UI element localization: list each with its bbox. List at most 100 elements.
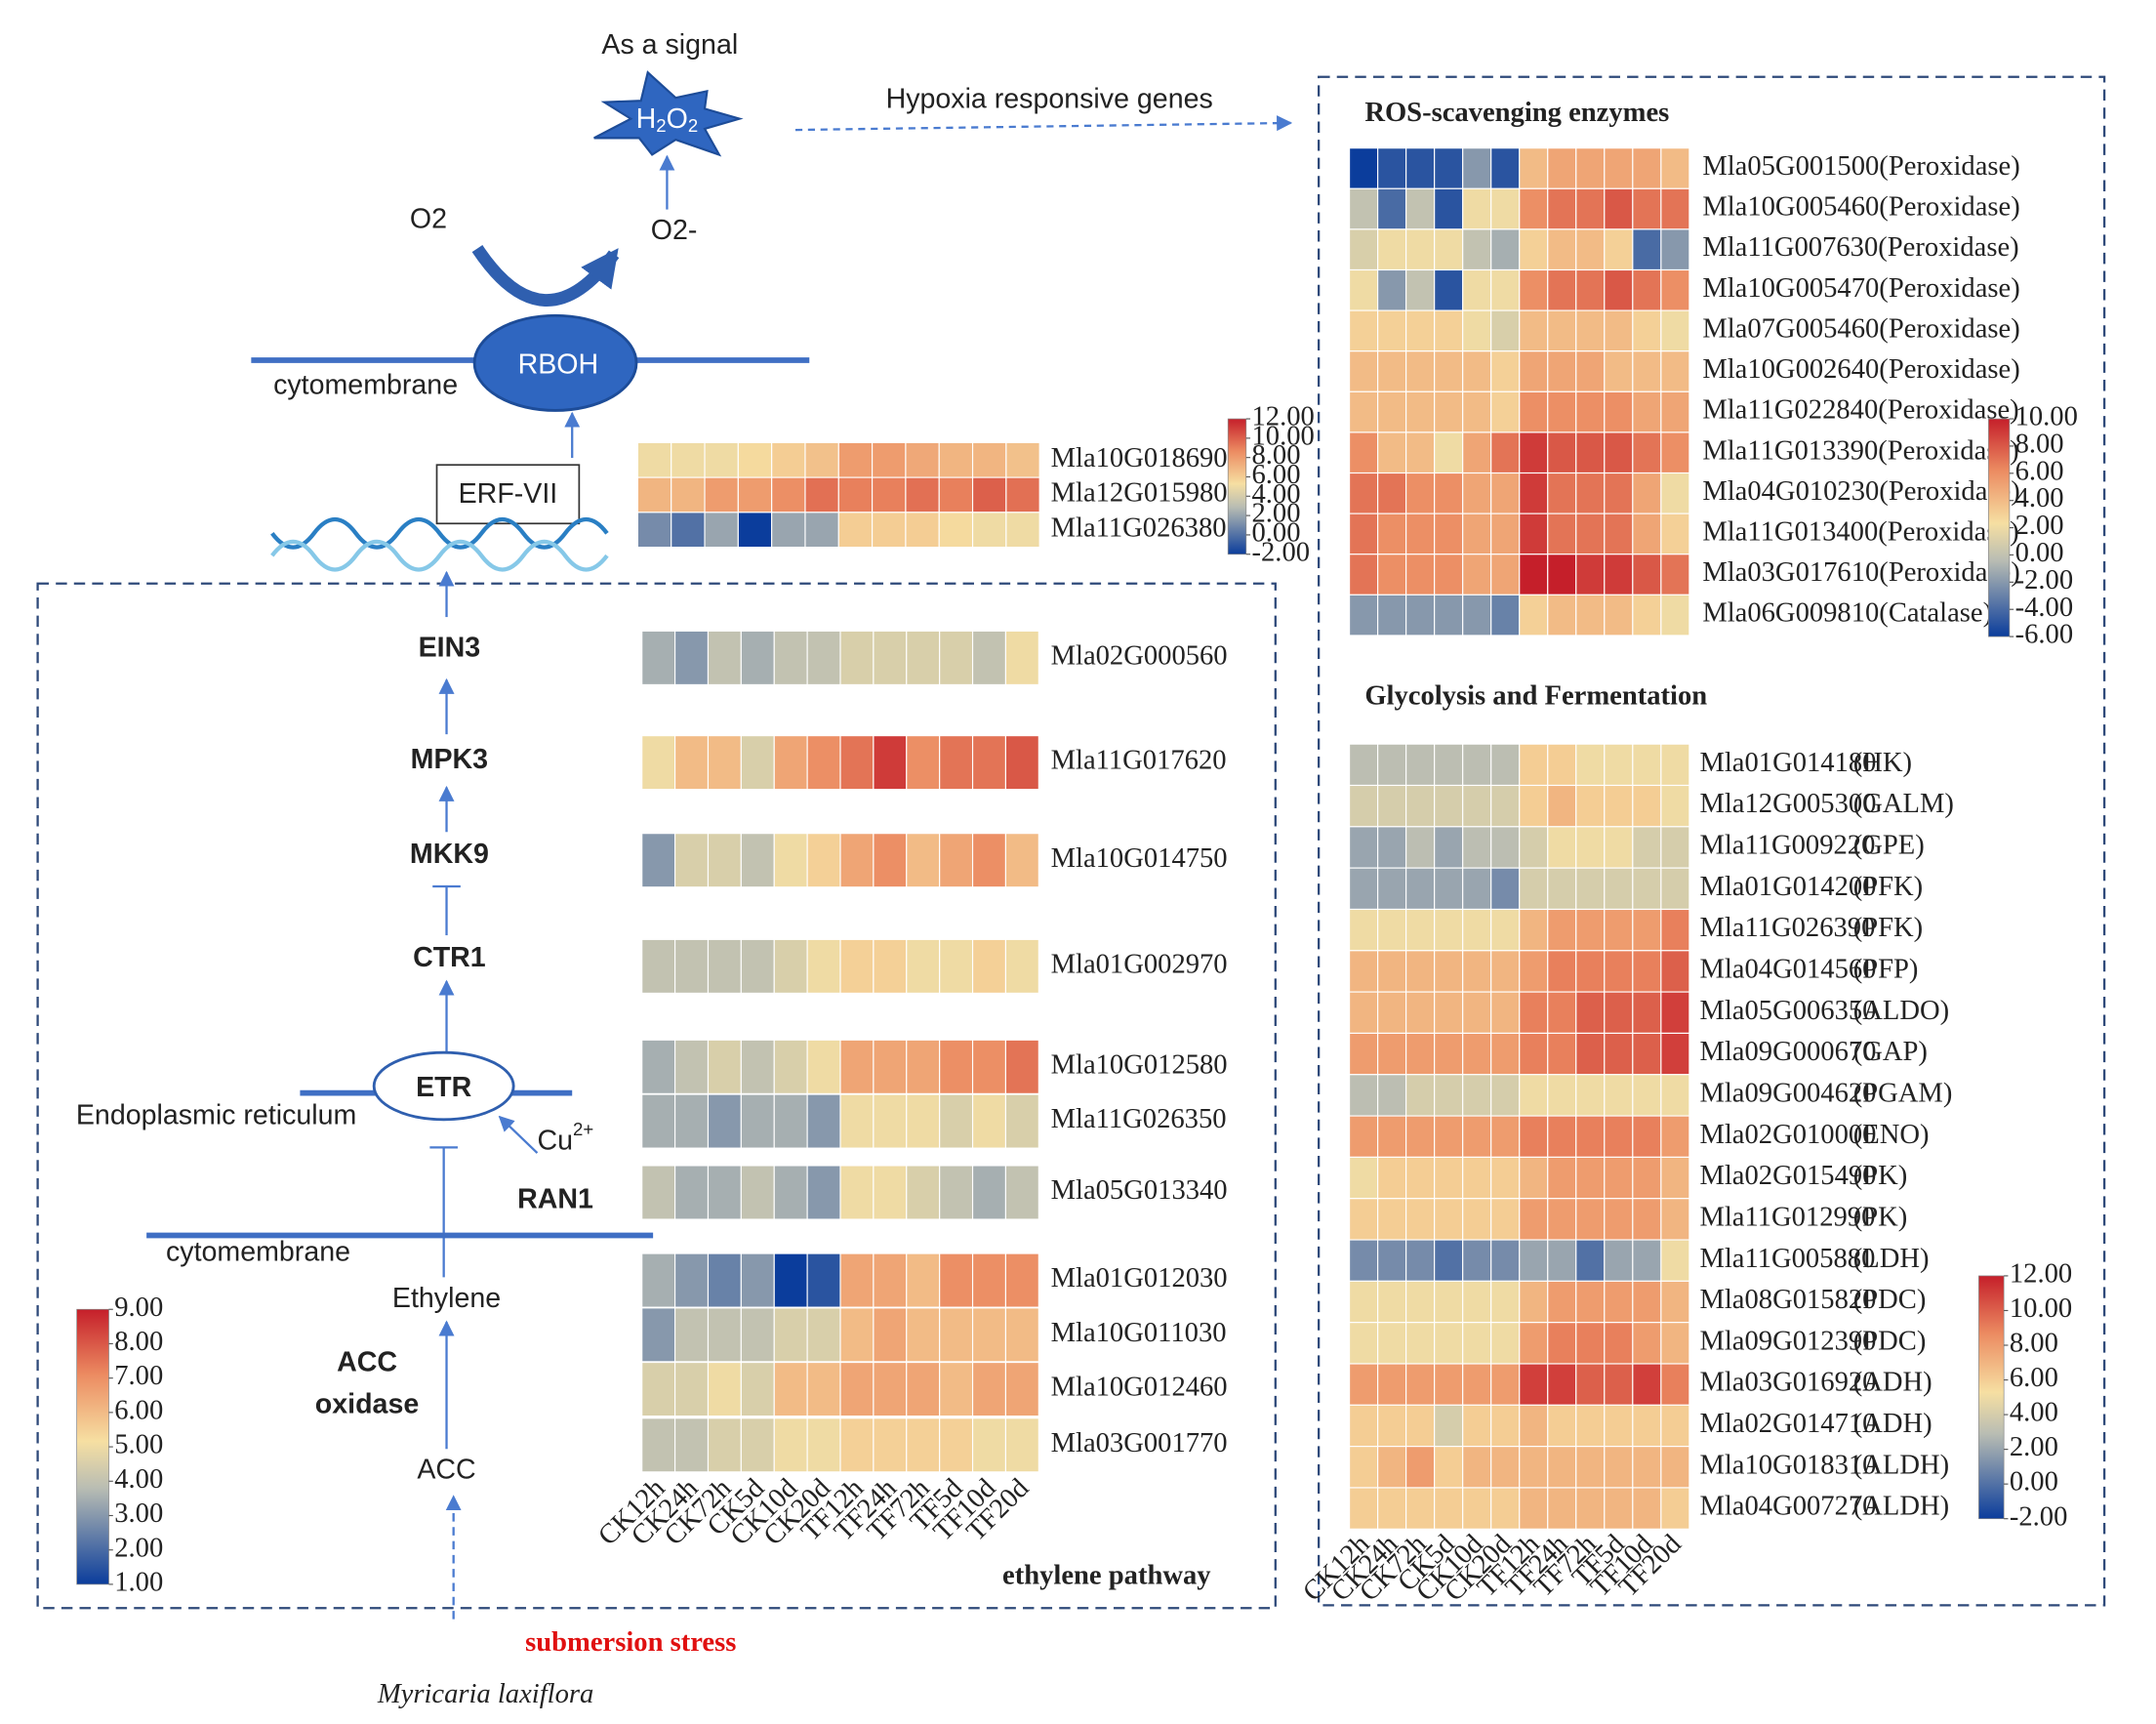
label: RBOH xyxy=(518,349,599,380)
heat-cell xyxy=(1660,513,1690,555)
heat-cell xyxy=(1405,1363,1436,1406)
heat-cell xyxy=(1632,1446,1662,1489)
heat-cell xyxy=(1660,594,1690,636)
heat-cell xyxy=(906,1039,941,1094)
heat-cell xyxy=(1547,228,1577,271)
heat-cell xyxy=(1632,867,1662,911)
heat-cell xyxy=(1660,991,1690,1035)
heat-cell xyxy=(1005,512,1040,549)
heat-cell xyxy=(1405,1487,1436,1530)
heatmap: Mla05G001500(Peroxidase) Mla10G005460(Per… xyxy=(1349,98,2078,650)
heat-cell xyxy=(773,1362,808,1417)
heat-cell xyxy=(773,938,808,994)
heat-cell xyxy=(771,512,806,549)
row-label: Mla02G000560 xyxy=(1051,640,1228,671)
colorbar-label: 4.00 xyxy=(114,1464,163,1495)
heat-cell xyxy=(1377,991,1407,1035)
enzyme-label: (PK) xyxy=(1853,1161,1908,1191)
heat-cell xyxy=(971,630,1007,685)
heat-cell xyxy=(1632,513,1662,555)
heat-cell xyxy=(1547,350,1577,392)
heat-cell xyxy=(1519,1280,1549,1324)
heat-cell xyxy=(1547,784,1577,828)
heat-cell xyxy=(1575,991,1606,1035)
heat-cell xyxy=(1405,594,1436,636)
heat-cell xyxy=(1405,867,1436,911)
heat-cell xyxy=(641,1093,676,1149)
heat-cell xyxy=(1377,147,1407,189)
heat-cell xyxy=(1660,1156,1690,1200)
heat-cell xyxy=(1349,472,1379,514)
heat-cell xyxy=(1405,1198,1436,1241)
heat-cell xyxy=(1547,1032,1577,1076)
heat-cell xyxy=(1004,1165,1039,1220)
heat-cell xyxy=(938,512,974,549)
heat-cell xyxy=(1604,1322,1634,1365)
heat-cell xyxy=(737,441,773,478)
diagram-labels: As a signal H2O2 Hypoxia responsive gene… xyxy=(76,29,1213,1709)
heat-cell xyxy=(674,1362,710,1417)
heat-cell xyxy=(1405,991,1436,1035)
heat-cell xyxy=(773,1252,808,1308)
heat-cell xyxy=(641,833,676,888)
heat-cell xyxy=(1632,991,1662,1035)
heat-cell xyxy=(1660,1198,1690,1241)
heat-cell xyxy=(1632,1032,1662,1076)
heat-cell xyxy=(636,512,672,549)
heat-cell xyxy=(839,1165,875,1220)
heat-cell xyxy=(1462,1404,1492,1448)
heat-cell xyxy=(1490,1322,1521,1365)
heat-cell xyxy=(1519,1363,1549,1406)
heat-cell xyxy=(1377,784,1407,828)
heat-cell xyxy=(1377,1322,1407,1365)
heat-cell xyxy=(1660,1446,1690,1489)
heat-cell xyxy=(1004,1093,1039,1149)
heat-cell xyxy=(1547,908,1577,952)
heat-cell xyxy=(1547,1239,1577,1282)
heat-cell xyxy=(1519,1487,1549,1530)
heat-cell xyxy=(939,735,974,791)
heat-cell xyxy=(906,833,941,888)
heat-cell xyxy=(674,1417,710,1473)
heat-cell xyxy=(1575,1074,1606,1117)
heat-cell xyxy=(674,1165,710,1220)
heat-cell xyxy=(938,476,974,513)
heat-cell xyxy=(1462,908,1492,952)
heat-cell xyxy=(1349,1280,1379,1324)
heat-cell xyxy=(1405,1115,1436,1158)
heat-cell xyxy=(1349,1239,1379,1282)
heat-cell xyxy=(1575,908,1606,952)
heat-cell xyxy=(1462,1487,1492,1530)
heat-cell xyxy=(1660,1322,1690,1365)
heat-cell xyxy=(1519,594,1549,636)
heat-cell xyxy=(1490,1156,1521,1200)
colorbar-label: -4.00 xyxy=(2015,593,2074,623)
heat-cell xyxy=(1434,350,1464,392)
heat-cell xyxy=(1575,1115,1606,1158)
heat-cell xyxy=(839,1039,875,1094)
heat-cell xyxy=(1575,826,1606,869)
colorbar-label: 2.00 xyxy=(2010,1432,2058,1462)
row-label: Mla02G010000 xyxy=(1699,1120,1876,1150)
enzyme-label: (PK) xyxy=(1853,1202,1908,1232)
heat-cell xyxy=(1632,472,1662,514)
heat-cell xyxy=(1405,187,1436,230)
heat-cell xyxy=(1519,1404,1549,1448)
heat-cell xyxy=(939,1039,974,1094)
heat-cell xyxy=(839,1252,875,1308)
heat-cell xyxy=(1604,309,1634,352)
heat-cell xyxy=(906,1252,941,1308)
heat-cell xyxy=(1660,472,1690,514)
heat-cell xyxy=(1377,1363,1407,1406)
heat-cell xyxy=(1632,1198,1662,1241)
colorbar-label: 6.00 xyxy=(2010,1363,2058,1393)
heat-cell xyxy=(1377,390,1407,433)
heat-cell xyxy=(1632,147,1662,189)
heat-cell xyxy=(1462,743,1492,787)
heat-cell xyxy=(1575,1280,1606,1324)
row-label: Mla10G011030 xyxy=(1051,1318,1227,1348)
species: Myricaria laxiflora xyxy=(377,1679,593,1709)
heat-cell xyxy=(1604,950,1634,993)
heat-cell xyxy=(806,735,841,791)
heat-cell xyxy=(1434,950,1464,993)
